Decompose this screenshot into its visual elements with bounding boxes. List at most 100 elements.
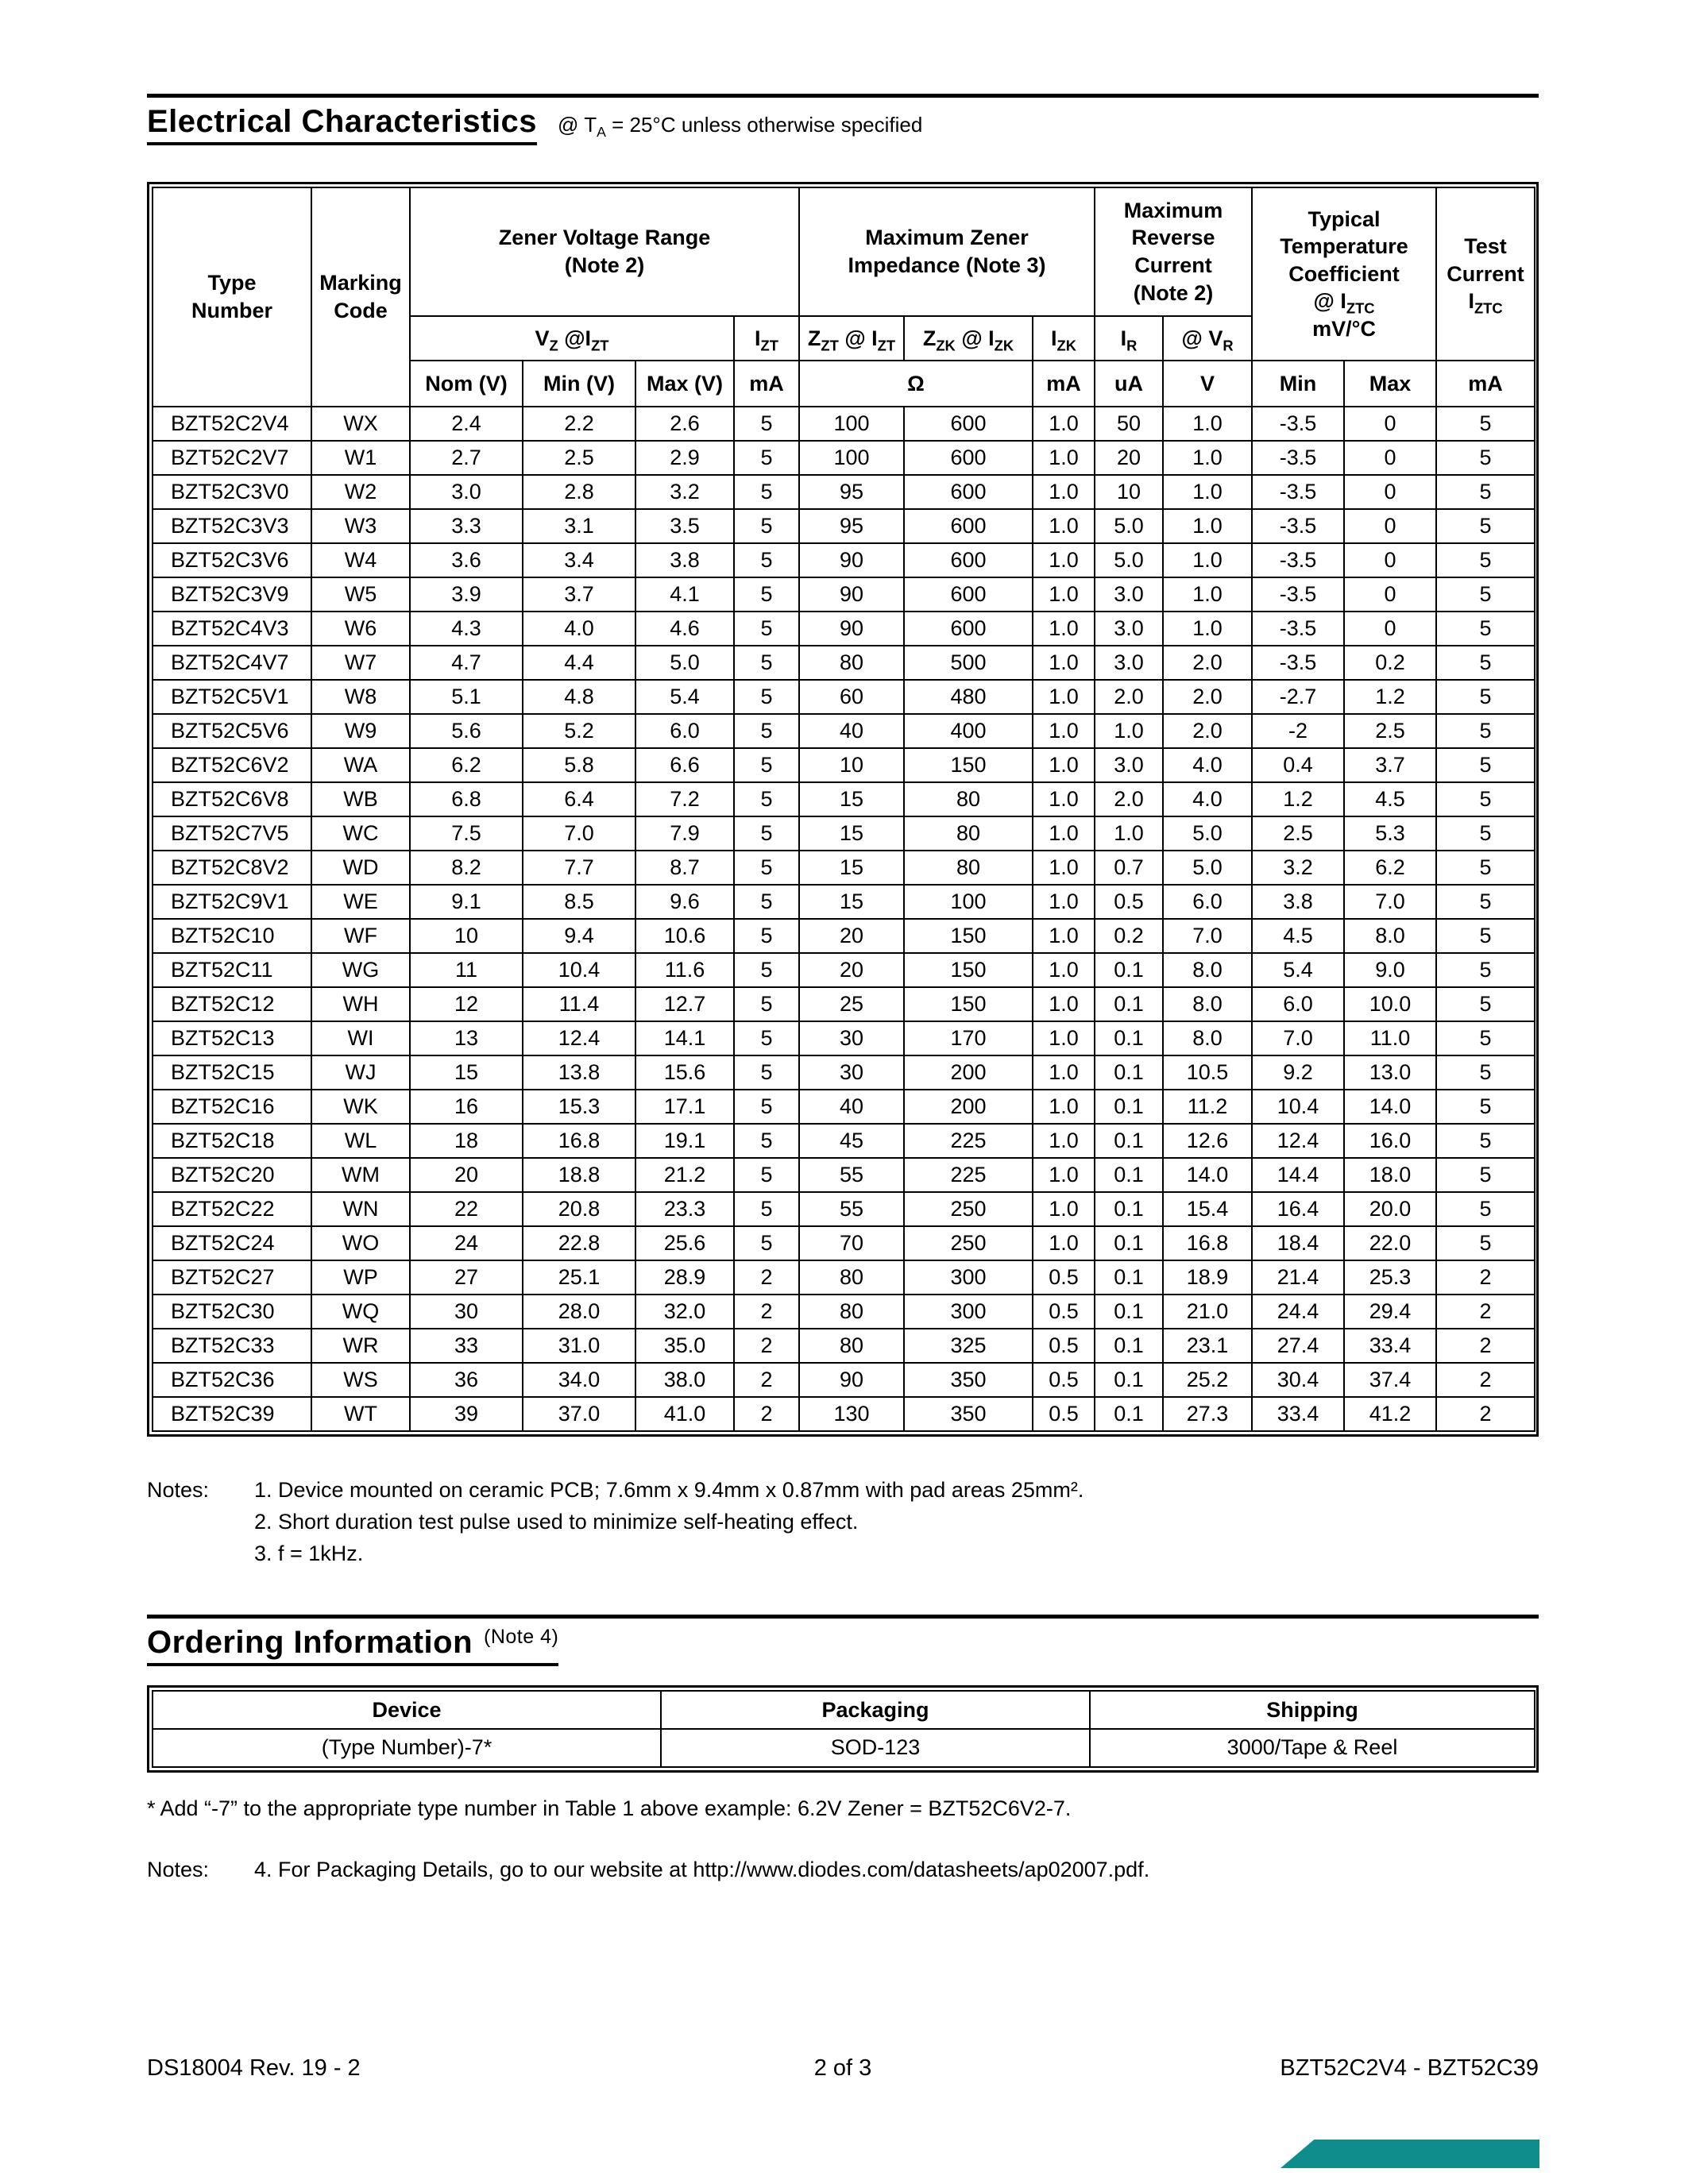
value-cell: W3 — [311, 508, 411, 544]
table-row: BZT52C15 WJ 15 13.8 15.6 5 30 200 1.0 0.1 10.5 9.2 1… — [152, 1055, 1536, 1090]
table-row: BZT52C13 WI 13 12.4 14.1 5 30 170 1.0 0.1 8.0 7.0 11… — [152, 1021, 1536, 1056]
value-cell: 14.0 — [1343, 1089, 1438, 1125]
header-marking-code: Marking Code — [311, 187, 411, 407]
value-cell: 5 — [1435, 1123, 1536, 1159]
table-row: BZT52C36 WS 36 34.0 38.0 2 90 350 0.5 0.1 25.2 30.4… — [152, 1362, 1536, 1398]
type-number-cell: BZT52C2V4 — [152, 406, 312, 442]
value-cell: 70 — [798, 1225, 905, 1261]
type-number-cell: BZT52C7V5 — [152, 816, 312, 851]
value-cell: 11.6 — [635, 952, 735, 988]
value-cell: 1.0 — [1031, 577, 1096, 612]
packaging-details-link[interactable]: http://www.diodes.com/datasheets/ap02007… — [693, 1857, 1144, 1881]
value-cell: 18.0 — [1343, 1157, 1438, 1193]
value-cell: 90 — [798, 611, 905, 646]
type-number-cell: BZT52C3V0 — [152, 474, 312, 510]
electrical-section-header: Electrical Characteristics @ TA = 25°C u… — [147, 104, 1539, 145]
value-cell: 21.4 — [1251, 1260, 1346, 1295]
value-cell: 5 — [733, 474, 800, 510]
value-cell: 7.0 — [1162, 918, 1253, 954]
value-cell: 3.8 — [1251, 884, 1346, 920]
ordering-cell-packaging: SOD-123 — [660, 1727, 1091, 1768]
value-cell: 0.5 — [1031, 1294, 1096, 1329]
electrical-characteristics-table: Type Number Marking Code Zener Voltage Ran… — [152, 187, 1536, 1432]
value-cell: WP — [311, 1260, 411, 1295]
value-cell: 1.0 — [1031, 474, 1096, 510]
table-row: BZT52C39 WT 39 37.0 41.0 2 130 350 0.5 0.1 27.3 33.… — [152, 1396, 1536, 1432]
value-cell: 1.0 — [1162, 611, 1253, 646]
ordering-note-ref: (Note 4) — [484, 1625, 559, 1648]
value-cell: WA — [311, 747, 411, 783]
value-cell: 5.0 — [1094, 508, 1165, 544]
value-cell: 2 — [1435, 1294, 1536, 1329]
type-number-cell: BZT52C39 — [152, 1396, 312, 1432]
value-cell: 5 — [733, 679, 800, 715]
value-cell: 5 — [733, 884, 800, 920]
value-cell: 13 — [409, 1021, 523, 1056]
value-cell: 27.3 — [1162, 1396, 1253, 1432]
value-cell: 5 — [1435, 986, 1536, 1022]
value-cell: 20 — [1094, 440, 1165, 476]
value-cell: 14.1 — [635, 1021, 735, 1056]
value-cell: 2.0 — [1162, 713, 1253, 749]
unit-min-v: Min (V) — [522, 360, 636, 407]
value-cell: 0.7 — [1094, 850, 1165, 886]
value-cell: 80 — [903, 850, 1033, 886]
value-cell: 3.3 — [409, 508, 523, 544]
value-cell: 2.5 — [1343, 713, 1438, 749]
header-zzt: ZZT @ IZT — [798, 315, 905, 361]
value-cell: 2 — [733, 1260, 800, 1295]
value-cell: 80 — [798, 1260, 905, 1295]
type-number-cell: BZT52C5V6 — [152, 713, 312, 749]
section-divider-top — [147, 94, 1539, 98]
value-cell: 0 — [1343, 406, 1438, 442]
value-cell: 25 — [798, 986, 905, 1022]
value-cell: 41.0 — [635, 1396, 735, 1432]
value-cell: 0 — [1343, 474, 1438, 510]
value-cell: 5 — [733, 1055, 800, 1090]
value-cell: 5 — [1435, 508, 1536, 544]
value-cell: 7.5 — [409, 816, 523, 851]
value-cell: 6.8 — [409, 781, 523, 817]
value-cell: WL — [311, 1123, 411, 1159]
value-cell: 55 — [798, 1157, 905, 1193]
value-cell: 5 — [733, 542, 800, 578]
page-footer: DS18004 Rev. 19 - 2 2 of 3 BZT52C2V4 - B… — [147, 2055, 1539, 2082]
value-cell: 0.5 — [1031, 1362, 1096, 1398]
value-cell: WH — [311, 986, 411, 1022]
type-number-cell: BZT52C3V3 — [152, 508, 312, 544]
value-cell: 27.4 — [1251, 1328, 1346, 1364]
value-cell: 8.2 — [409, 850, 523, 886]
value-cell: 9.2 — [1251, 1055, 1346, 1090]
type-number-cell: BZT52C4V3 — [152, 611, 312, 646]
value-cell: 5 — [733, 1157, 800, 1193]
value-cell: -3.5 — [1251, 440, 1346, 476]
value-cell: 3.6 — [409, 542, 523, 578]
value-cell: 6.0 — [635, 713, 735, 749]
table-row: BZT52C3V6 W4 3.6 3.4 3.8 5 90 600 1.0 5.0 1.0 -3.5 0… — [152, 542, 1536, 578]
value-cell: 5 — [1435, 850, 1536, 886]
value-cell: 1.0 — [1162, 474, 1253, 510]
value-cell: 1.0 — [1031, 816, 1096, 851]
table-row: BZT52C5V6 W9 5.6 5.2 6.0 5 40 400 1.0 1.0 2.0 -2 2.5… — [152, 713, 1536, 749]
value-cell: 6.4 — [522, 781, 636, 817]
type-number-cell: BZT52C3V9 — [152, 577, 312, 612]
value-cell: 3.0 — [1094, 645, 1165, 681]
value-cell: 1.0 — [1162, 508, 1253, 544]
value-cell: 1.0 — [1162, 542, 1253, 578]
value-cell: 4.1 — [635, 577, 735, 612]
type-number-cell: BZT52C10 — [152, 918, 312, 954]
value-cell: 30.4 — [1251, 1362, 1346, 1398]
value-cell: 27 — [409, 1260, 523, 1295]
value-cell: 2.8 — [522, 474, 636, 510]
value-cell: 24 — [409, 1225, 523, 1261]
table-row: BZT52C27 WP 27 25.1 28.9 2 80 300 0.5 0.1 18.9 21.4… — [152, 1260, 1536, 1295]
value-cell: 1.0 — [1031, 542, 1096, 578]
value-cell: 19.1 — [635, 1123, 735, 1159]
value-cell: 0.1 — [1094, 1021, 1165, 1056]
ordering-header-shipping: Shipping — [1089, 1689, 1535, 1730]
value-cell: W8 — [311, 679, 411, 715]
value-cell: 1.0 — [1094, 816, 1165, 851]
value-cell: 18.4 — [1251, 1225, 1346, 1261]
value-cell: 7.9 — [635, 816, 735, 851]
value-cell: 1.2 — [1251, 781, 1346, 817]
